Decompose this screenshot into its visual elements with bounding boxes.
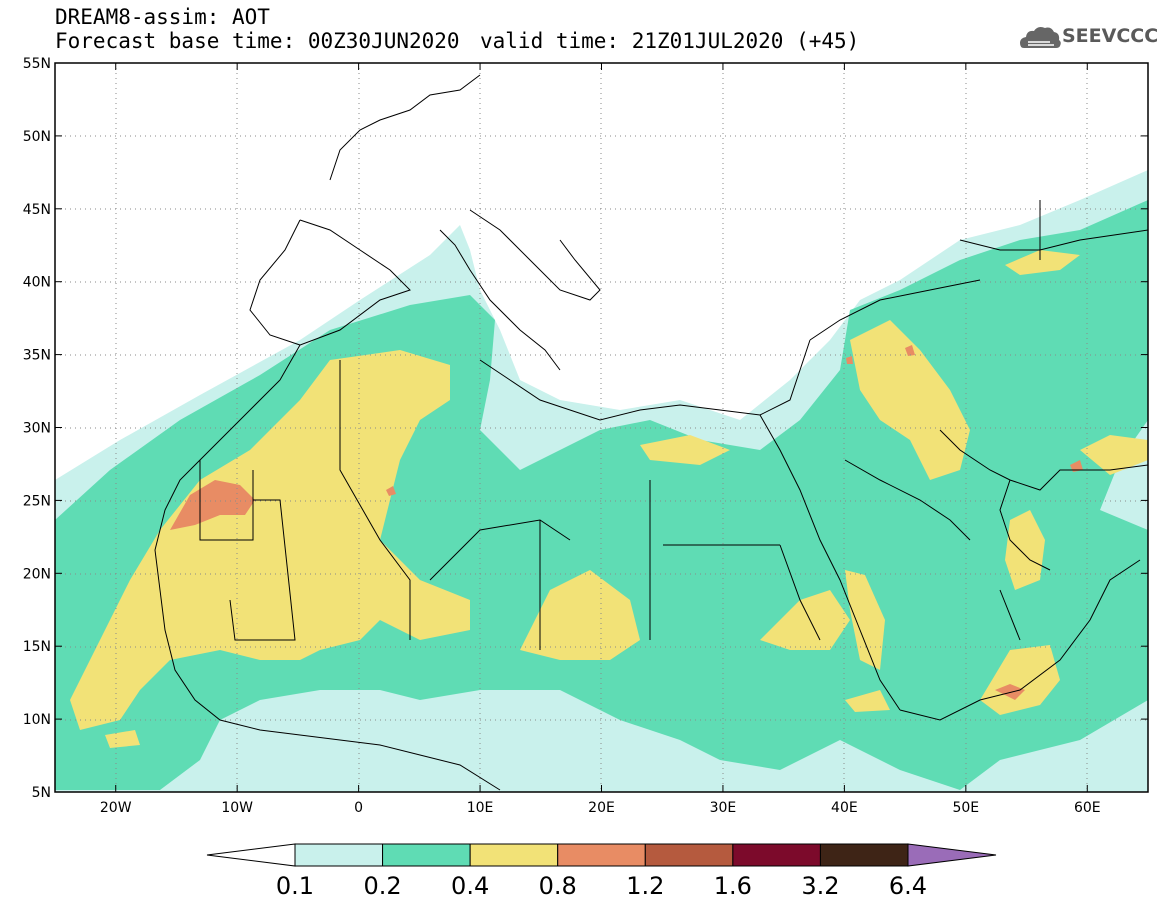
colorbar-label: 3.2 [801,872,839,900]
lat-label: 25N [23,493,51,509]
lon-label: 0 [354,800,363,816]
colorbar-label: 0.2 [363,872,401,900]
colorbar-swatch [382,843,471,867]
colorbar-low-arrow [206,843,296,867]
cloud-icon [1020,27,1061,48]
colorbar-swatch [294,843,384,867]
lat-label: 35N [23,348,51,364]
colorbar: 0.1 0.2 0.4 0.8 1.2 1.6 3.2 6.4 [206,843,997,900]
lat-label: 50N [23,129,51,145]
map-title: DREAM8-assim: AOT [55,5,270,29]
lat-label: 40N [23,275,51,291]
aot-contour-0.8 [170,480,255,530]
logo-text: SEEVCCC [1062,25,1159,47]
colorbar-label: 1.6 [714,872,752,900]
aot-contour-0.4 [70,350,470,730]
lon-label: 40E [831,800,858,816]
lon-label: 30E [710,800,737,816]
colorbar-label: 0.8 [539,872,577,900]
lon-label: 20E [588,800,615,816]
lon-label: 10E [467,800,494,816]
lat-label: 20N [23,566,51,582]
forecast-base-time: Forecast base time: 00Z30JUN2020 [55,29,460,53]
axis-ticks [55,62,1148,793]
lat-label: 45N [23,202,51,218]
graticule [55,63,1148,792]
colorbar-label: 1.2 [626,872,664,900]
lon-label: 10W [221,800,253,816]
colorbar-high-arrow [907,843,997,867]
lon-labels: 20W 10W 0 10E 20E 30E 40E 50E 60E [100,800,1101,816]
lat-labels: 55N 50N 45N 40N 35N 30N 25N 20N 15N 10N 5N [23,56,51,801]
valid-time: valid time: 21Z01JUL2020 (+45) [480,29,860,53]
aot-field [55,63,1148,792]
colorbar-swatch [644,843,734,867]
coastlines [154,74,1148,791]
colorbar-label: 6.4 [889,872,927,900]
colorbar-label: 0.4 [451,872,489,900]
colorbar-swatch [557,843,646,867]
colorbar-label: 0.1 [276,872,314,900]
colorbar-swatch [732,843,821,867]
lat-label: 15N [23,639,51,655]
lon-label: 60E [1074,800,1101,816]
lon-label: 50E [952,800,979,816]
lat-label: 10N [23,712,51,728]
lat-label: 55N [23,56,51,72]
lat-label: 5N [32,785,51,801]
lat-label: 30N [23,421,51,437]
colorbar-swatch [469,843,559,867]
colorbar-swatch [819,843,909,867]
lon-label: 20W [100,800,132,816]
